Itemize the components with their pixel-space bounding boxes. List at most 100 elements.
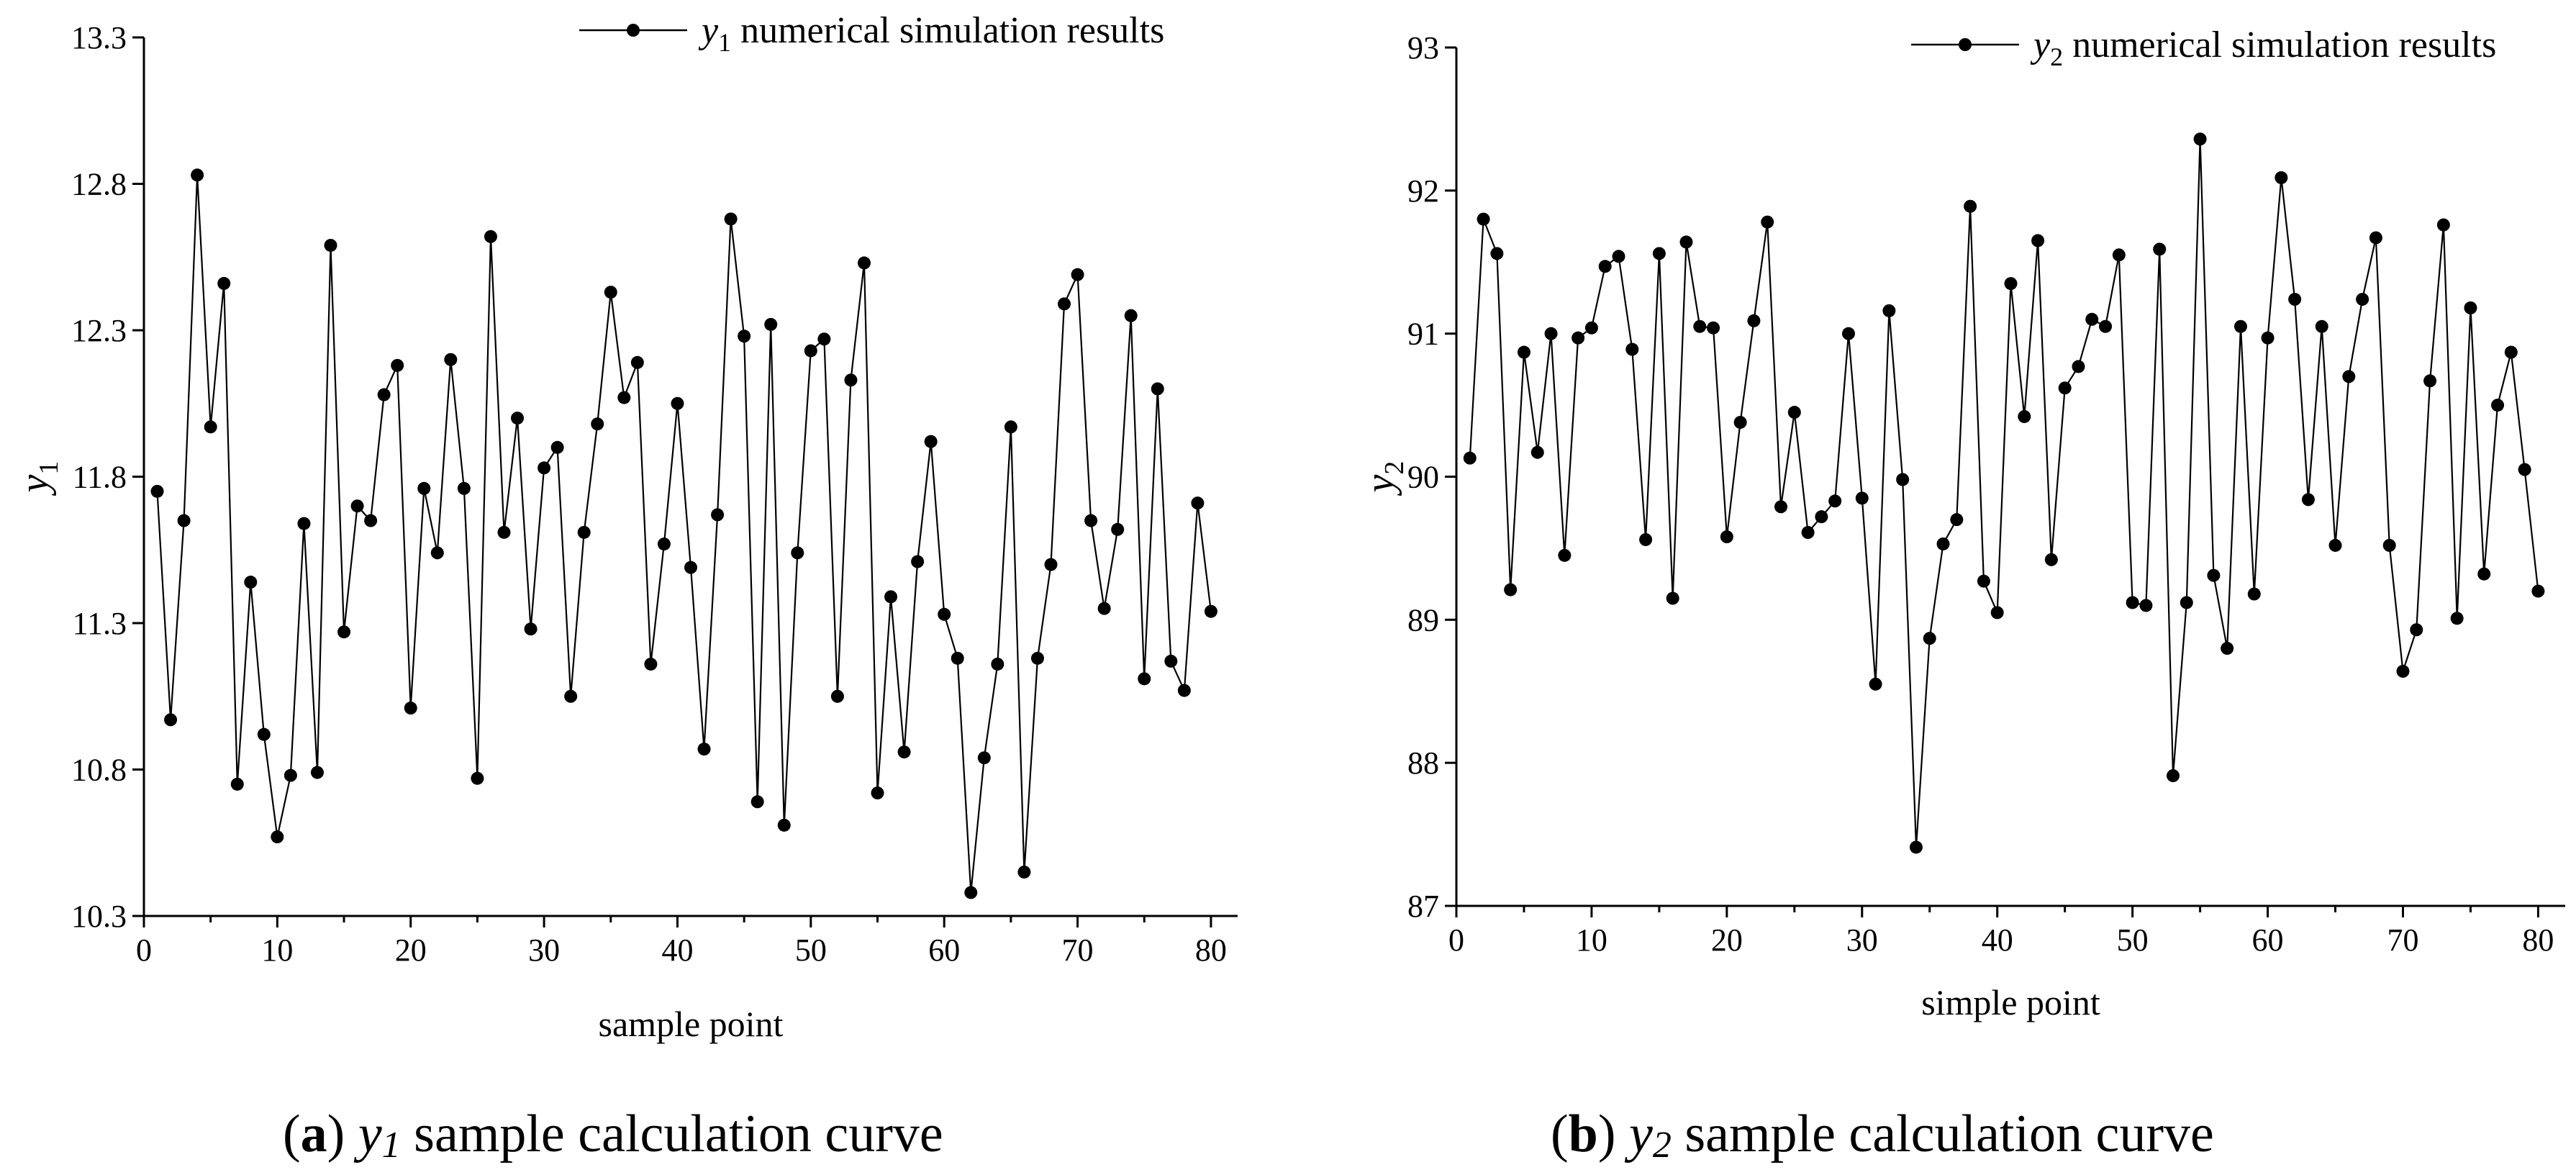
y-tick-label: 12.3 [71, 313, 127, 348]
data-point [1030, 651, 1044, 665]
x-tick-label: 80 [2522, 922, 2554, 958]
data-point [577, 525, 591, 539]
data-point [1058, 297, 1071, 311]
data-point [1138, 672, 1151, 686]
data-point [2004, 277, 2018, 291]
x-tick-label: 10 [261, 933, 293, 968]
x-tick-label: 0 [1448, 922, 1464, 958]
data-point [924, 435, 938, 448]
data-point [2531, 584, 2545, 598]
figure-caption: (a) y1 sample calculation curve [283, 1104, 943, 1166]
data-point [191, 168, 204, 182]
data-point [2275, 171, 2288, 184]
data-point [1204, 604, 1217, 618]
series-line [156, 175, 1212, 893]
data-point [1815, 510, 1828, 524]
y-tick-label: 93 [1407, 30, 1439, 65]
data-point [1044, 558, 1058, 571]
data-point [2099, 319, 2113, 333]
data-point [257, 727, 271, 741]
data-point [1707, 321, 1720, 335]
data-point [177, 514, 191, 527]
data-point [284, 768, 297, 782]
y-tick-label: 88 [1407, 745, 1439, 781]
data-point [550, 440, 564, 454]
data-point [337, 625, 351, 639]
data-point [830, 689, 844, 703]
y-axis-label: y2 [1358, 461, 1410, 496]
data-point [1124, 309, 1138, 322]
data-point [444, 353, 458, 366]
data-point [1177, 684, 1191, 697]
legend-label: y2 numerical simulation results [2030, 24, 2496, 71]
data-point [2153, 242, 2167, 256]
data-point [764, 317, 778, 331]
data-point [777, 818, 791, 832]
data-point [2504, 345, 2518, 359]
data-point [1584, 321, 1598, 335]
y-tick-label: 11.3 [73, 606, 127, 641]
data-point [884, 590, 898, 604]
data-point [350, 499, 364, 513]
data-point [1869, 677, 1882, 691]
data-point [150, 484, 164, 498]
data-point [1097, 602, 1111, 615]
x-tick-label: 60 [2252, 922, 2284, 958]
data-point [2328, 538, 2342, 552]
y-axis-label: y1 [12, 461, 64, 496]
data-point [591, 417, 604, 431]
data-point [1017, 865, 1031, 879]
data-point [1733, 415, 1747, 429]
data-point [711, 508, 725, 522]
data-point [738, 330, 751, 343]
data-point [391, 358, 404, 372]
y-tick-label: 89 [1407, 602, 1439, 638]
data-point [871, 786, 884, 800]
x-tick-label: 30 [528, 933, 560, 968]
data-point [938, 607, 951, 621]
data-point [817, 332, 831, 346]
data-point [497, 525, 511, 539]
data-point [2112, 248, 2126, 262]
data-point [964, 886, 978, 899]
data-point [377, 388, 391, 402]
x-tick-label: 0 [136, 933, 152, 968]
data-point [364, 514, 378, 527]
data-point [1761, 215, 1774, 229]
y-tick-label: 13.3 [71, 20, 127, 55]
data-point [1544, 327, 1558, 340]
data-point [2342, 370, 2356, 384]
data-point [1191, 496, 1205, 510]
data-point [617, 391, 631, 404]
y-tick-label: 87 [1407, 889, 1439, 924]
y-tick-label: 91 [1407, 317, 1439, 352]
legend: y1 numerical simulation results [579, 10, 1164, 57]
data-point [1530, 445, 1544, 459]
data-point [2031, 234, 2045, 248]
data-point [1598, 260, 1612, 273]
data-point [1517, 345, 1530, 359]
data-point [1747, 314, 1761, 327]
data-point [977, 751, 991, 765]
data-point [1084, 514, 1098, 527]
data-point [1151, 382, 1164, 396]
data-point [2423, 374, 2437, 388]
data-point [750, 795, 764, 809]
x-axis-label: sample point [599, 1004, 784, 1044]
data-point [1679, 235, 1693, 249]
data-point [844, 373, 858, 387]
data-point [310, 766, 324, 779]
data-point [1909, 840, 1923, 854]
data-point [2369, 231, 2382, 245]
data-point [2126, 596, 2139, 609]
y-tick-label: 10.3 [71, 899, 127, 934]
data-point [657, 537, 671, 551]
data-point [951, 651, 964, 665]
x-tick-label: 40 [661, 933, 693, 968]
data-point [2410, 623, 2423, 637]
data-point [1896, 473, 1910, 486]
data-point [217, 276, 231, 290]
x-tick-label: 20 [1711, 922, 1743, 958]
data-point [2018, 409, 2031, 423]
data-point [804, 344, 817, 358]
